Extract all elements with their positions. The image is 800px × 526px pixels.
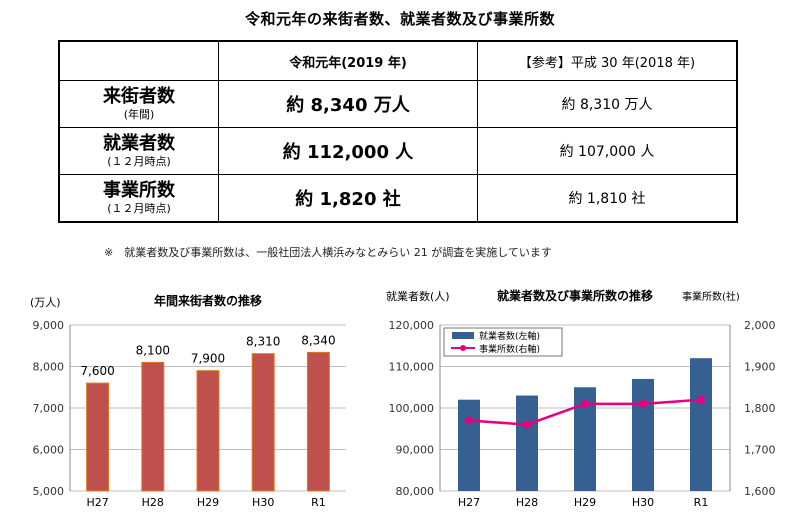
chart-title: 就業者数及び事業所数の推移 [497, 288, 653, 303]
y-tick-label-left: 90,000 [396, 444, 435, 457]
x-tick-label: H29 [197, 496, 219, 509]
data-label: 7,900 [191, 352, 225, 366]
x-tick-label: H28 [142, 496, 164, 509]
bar [86, 382, 110, 492]
header-reference-year: 【参考】平成 30 年(2018 年) [477, 40, 738, 81]
y-tick-label: 6,000 [33, 444, 65, 457]
y-tick-label-left: 80,000 [396, 485, 435, 498]
footnote: ※ 就業者数及び事業所数は、一般社団法人横浜みなとみらい 21 が調査を実施して… [104, 246, 552, 259]
legend-label: 事業所数(右軸) [479, 343, 540, 355]
line-point [523, 420, 531, 429]
bar [458, 399, 480, 491]
y-axis-label-right: 事業所数(社) [682, 290, 740, 303]
y-tick-label: 8,000 [33, 361, 65, 374]
row-label: 就業者数 [103, 133, 175, 154]
row-reference-value: 約 1,810 社 [477, 174, 738, 223]
x-tick-label: R1 [694, 496, 709, 509]
row-label: 事業所数 [103, 180, 175, 201]
bar [141, 361, 165, 492]
chart-title: 年間来街者数の推移 [154, 293, 262, 308]
y-tick-label: 9,000 [33, 319, 65, 332]
bar [251, 353, 275, 492]
legend-label: 就業者数(左軸) [479, 330, 540, 342]
y-tick-label-right: 1,700 [744, 444, 776, 457]
y-tick-label-right: 1,800 [744, 402, 776, 415]
y-tick-label-left: 100,000 [389, 402, 435, 415]
bar [306, 351, 330, 492]
line-point [465, 416, 473, 425]
data-label: 8,310 [246, 335, 280, 349]
row-label-cell: 事業所数 (１２月時点) [58, 174, 219, 223]
row-label: 来街者数 [103, 86, 175, 107]
legend-swatch-point [460, 345, 466, 351]
bar [690, 358, 712, 491]
bar [574, 387, 596, 491]
x-tick-label: R1 [311, 496, 326, 509]
row-current-value: 約 8,340 万人 [218, 80, 478, 128]
bar [516, 395, 538, 491]
data-label: 7,600 [80, 364, 114, 378]
summary-table: 令和元年(2019 年) 【参考】平成 30 年(2018 年) 来街者数 (年… [58, 40, 738, 223]
row-reference-value: 約 107,000 人 [477, 127, 738, 175]
row-sublabel: (年間) [123, 108, 155, 121]
x-tick-label: H29 [574, 496, 596, 509]
y-tick-label-left: 120,000 [389, 319, 435, 332]
table-row: 就業者数 (１２月時点) 約 112,000 人 約 107,000 人 [58, 127, 738, 175]
y-tick-label: 5,000 [33, 485, 65, 498]
row-reference-value: 約 8,310 万人 [477, 80, 738, 128]
row-sublabel: (１２月時点) [107, 155, 171, 168]
bar [196, 370, 220, 492]
y-tick-label-right: 2,000 [744, 319, 776, 332]
bar [632, 378, 654, 491]
y-tick-label: 7,000 [33, 402, 65, 415]
table-header-row: 令和元年(2019 年) 【参考】平成 30 年(2018 年) [58, 40, 738, 81]
row-current-value: 約 1,820 社 [218, 174, 478, 223]
y-axis-label-left: 就業者数(人) [386, 289, 450, 303]
line-point [581, 399, 589, 408]
table-row: 事業所数 (１２月時点) 約 1,820 社 約 1,810 社 [58, 174, 738, 223]
row-label-cell: 就業者数 (１２月時点) [58, 127, 219, 175]
table-row: 来街者数 (年間) 約 8,340 万人 約 8,310 万人 [58, 80, 738, 128]
x-tick-label: H28 [516, 496, 538, 509]
data-label: 8,340 [301, 333, 335, 347]
header-blank [58, 40, 219, 81]
y-tick-label-right: 1,900 [744, 361, 776, 374]
data-label: 8,100 [136, 343, 170, 357]
line-point [697, 395, 705, 404]
row-sublabel: (１２月時点) [107, 202, 171, 215]
legend-swatch-bar [452, 332, 474, 339]
x-tick-label: H27 [86, 496, 108, 509]
x-tick-label: H30 [252, 496, 274, 509]
y-axis-label: (万人) [30, 296, 61, 309]
y-tick-label-right: 1,600 [744, 485, 776, 498]
page-title: 令和元年の来街者数、就業者数及び事業所数 [244, 10, 555, 28]
x-tick-label: H30 [632, 496, 654, 509]
y-tick-label-left: 110,000 [389, 361, 435, 374]
x-tick-label: H27 [458, 496, 480, 509]
header-current-year: 令和元年(2019 年) [218, 40, 478, 81]
line-point [639, 399, 647, 408]
row-label-cell: 来街者数 (年間) [58, 80, 219, 128]
row-current-value: 約 112,000 人 [218, 127, 478, 175]
